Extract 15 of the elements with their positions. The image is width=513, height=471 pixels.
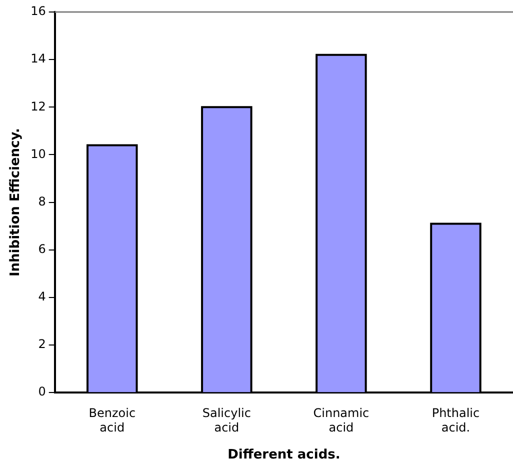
x-axis-title: Different acids. xyxy=(228,448,340,463)
y-tick-label: 16 xyxy=(30,4,46,18)
x-tick-label: Salicylic acid xyxy=(202,406,251,434)
y-tick-label: 4 xyxy=(38,290,46,304)
x-tick-label: Cinnamic acid xyxy=(313,406,370,434)
x-tick-label: Phthalic acid. xyxy=(432,406,480,434)
y-tick-label: 6 xyxy=(38,242,46,256)
y-tick-label: 14 xyxy=(30,52,46,66)
y-tick-label: 10 xyxy=(30,146,46,161)
y-tick-label: 8 xyxy=(38,194,46,208)
x-tick-label: Benzoic acid xyxy=(88,406,136,434)
y-tick-label: 12 xyxy=(30,99,46,114)
y-tick-label: 0 xyxy=(38,384,46,399)
y-tick-label: 2 xyxy=(38,337,46,352)
y-axis-title: Inhibition Efficiency. xyxy=(8,128,24,277)
